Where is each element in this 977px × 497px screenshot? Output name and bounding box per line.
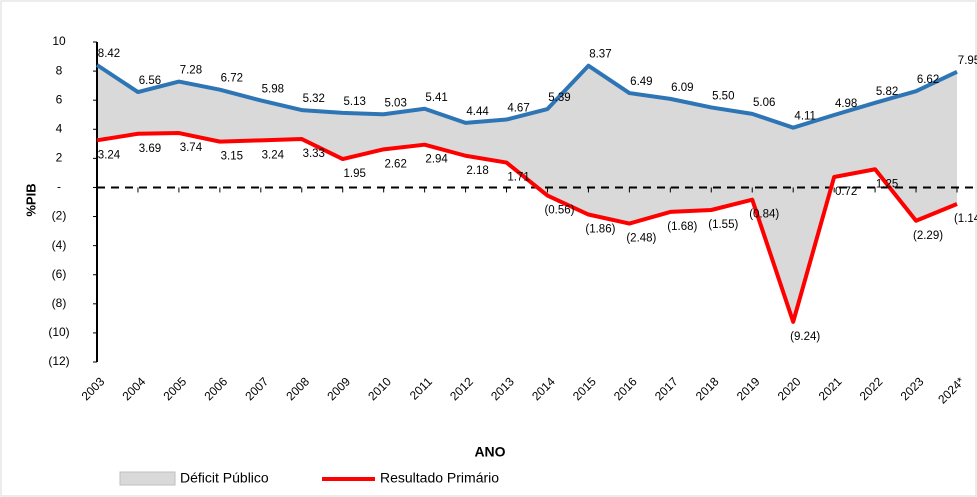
value-label: 1.95	[344, 168, 366, 180]
value-label: 8.37	[589, 49, 611, 61]
value-label: (2.48)	[626, 233, 656, 245]
value-label: (1.86)	[585, 224, 615, 236]
value-label: (1.14)	[954, 213, 977, 225]
value-label: (1.55)	[708, 219, 738, 231]
x-axis-title: ANO	[474, 444, 505, 460]
y-tick-label: (4)	[52, 238, 67, 252]
y-tick-label: 2	[56, 151, 63, 165]
value-label: 6.72	[221, 73, 243, 85]
deficit-area	[97, 64, 957, 322]
y-tick-label: (6)	[52, 267, 67, 281]
value-label: 2.18	[466, 165, 488, 177]
value-label: 5.06	[753, 97, 775, 109]
value-label: 3.24	[98, 149, 121, 161]
value-label: 4.67	[507, 103, 529, 115]
y-tick-label: -	[57, 180, 61, 194]
value-label: (0.56)	[544, 205, 574, 217]
value-label: 6.49	[630, 76, 652, 88]
y-tick-label: 10	[52, 34, 66, 48]
y-tick-label: (12)	[48, 354, 69, 368]
value-label: (0.84)	[749, 209, 779, 221]
legend-label: Déficit Público	[180, 470, 269, 486]
value-label: 2.62	[384, 158, 406, 170]
value-label: 4.98	[835, 98, 857, 110]
value-label: 5.41	[425, 92, 447, 104]
value-label: 3.33	[303, 148, 325, 160]
value-label: 6.56	[139, 75, 161, 87]
value-label: 0.72	[835, 186, 857, 198]
primary-line	[96, 131, 958, 324]
value-label: (9.24)	[790, 331, 820, 343]
value-label: 6.62	[917, 74, 939, 86]
value-label: 6.09	[671, 82, 693, 94]
y-tick-label: 4	[56, 121, 63, 135]
value-label: 5.39	[548, 92, 570, 104]
value-label: 8.42	[98, 48, 120, 60]
legend-label: Resultado Primário	[380, 470, 499, 486]
value-label: 5.98	[262, 84, 284, 96]
value-label: (1.68)	[667, 221, 697, 233]
value-label: 4.44	[466, 106, 489, 118]
deficit-line	[95, 63, 958, 130]
value-label: 3.24	[262, 149, 285, 161]
value-label: 4.11	[794, 111, 816, 123]
y-tick-label: 6	[56, 92, 63, 106]
value-label: 5.03	[384, 97, 406, 109]
value-label: 5.50	[712, 90, 734, 102]
value-label: 1.71	[507, 172, 529, 184]
value-label: 2.94	[425, 154, 448, 166]
value-label: 1.25	[876, 178, 898, 190]
value-label: 3.69	[139, 143, 161, 155]
value-label: 7.95	[958, 55, 977, 67]
legend-swatch	[119, 471, 176, 486]
value-label: 5.32	[303, 93, 325, 105]
y-tick-label: 8	[56, 63, 63, 77]
value-label: 5.82	[876, 86, 898, 98]
value-label: 5.13	[344, 96, 366, 108]
value-label: (2.29)	[913, 230, 943, 242]
value-label: 7.28	[180, 65, 202, 77]
y-tick-label: (8)	[52, 296, 67, 310]
value-label: 3.15	[221, 151, 243, 163]
y-axis-title: %PIB	[23, 183, 38, 216]
value-label: 3.74	[180, 142, 203, 154]
y-tick-label: (10)	[48, 325, 69, 339]
y-tick-label: (2)	[52, 209, 67, 223]
